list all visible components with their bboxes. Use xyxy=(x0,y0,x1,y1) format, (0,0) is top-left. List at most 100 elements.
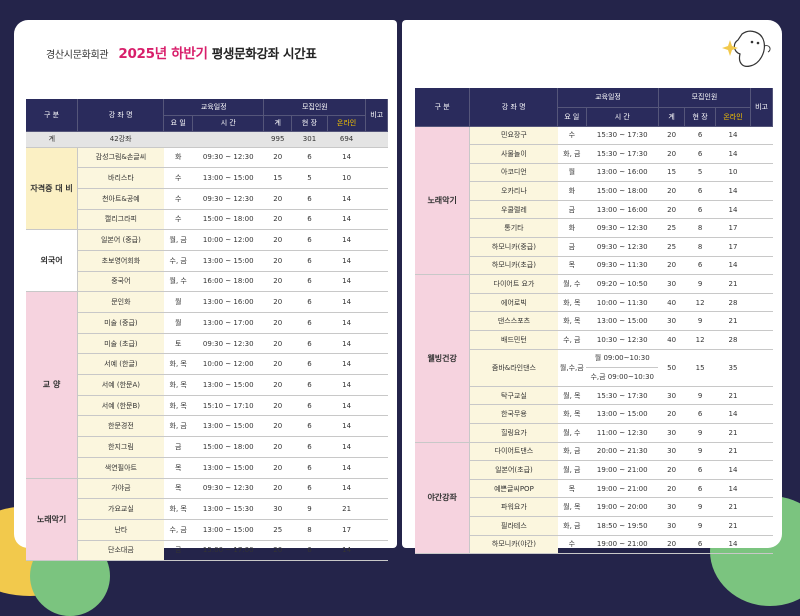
col-note: 비고 xyxy=(365,99,388,132)
capacity-total: 20 xyxy=(658,404,685,424)
note-cell xyxy=(365,498,388,520)
course-time: 13:00 ~ 15:00 xyxy=(192,167,264,189)
capacity-online: 10 xyxy=(715,163,751,183)
note-cell xyxy=(750,200,773,220)
course-name: 바리스타 xyxy=(77,167,164,189)
note-cell xyxy=(750,163,773,183)
course-day: 월 xyxy=(163,291,193,313)
totals-courses: 42강좌 xyxy=(77,131,164,148)
course-time: 13:00 ~ 15:00 xyxy=(586,311,659,332)
capacity-onsite: 9 xyxy=(684,311,716,332)
course-name: 아코디언 xyxy=(469,163,558,183)
course-day: 화, 금 xyxy=(557,442,587,462)
capacity-onsite: 6 xyxy=(291,478,328,500)
capacity-online: 14 xyxy=(715,404,751,424)
course-time: 15:30 ~ 17:30 xyxy=(586,126,659,146)
course-time: 13:00 ~ 15:00 xyxy=(192,250,264,272)
table-row: 한문경전 화, 금 13:00 ~ 15:00 20 6 14 xyxy=(26,415,388,438)
course-name: 다이어트 요가 xyxy=(469,274,558,294)
note-cell xyxy=(365,333,388,355)
course-name: 미술 (중급) xyxy=(77,312,164,334)
capacity-total: 20 xyxy=(658,535,685,555)
capacity-online: 17 xyxy=(715,237,751,257)
capacity-onsite: 8 xyxy=(291,519,328,541)
capacity-online: 21 xyxy=(715,311,751,332)
note-cell xyxy=(750,256,773,276)
course-time: 15:10 ~ 17:10 xyxy=(192,395,264,417)
course-name: 한국무용 xyxy=(469,404,558,424)
course-time: 09:20 ~ 10:50 xyxy=(586,274,659,294)
totals-online: 694 xyxy=(327,131,366,148)
note-cell xyxy=(365,188,388,210)
table-row: 하모니카(중급) 금 09:30 ~ 12:30 25 8 17 xyxy=(415,237,773,257)
table-row: 필라테스 화, 금 18:50 ~ 19:50 30 9 21 xyxy=(415,516,773,536)
course-time: 13:00 ~ 15:00 xyxy=(192,457,264,479)
note-cell xyxy=(365,209,388,231)
capacity-total: 20 xyxy=(658,200,685,220)
col-capacity: 모집인원 xyxy=(263,99,367,116)
category-cell: 야간강좌 xyxy=(415,442,471,555)
capacity-total: 20 xyxy=(658,144,685,164)
table-row: 자격증 대 비 감성그림&손글씨 화 09:30 ~ 12:30 20 6 14 xyxy=(26,147,388,231)
capacity-online: 14 xyxy=(327,229,366,251)
course-day: 수 xyxy=(163,167,193,189)
course-day: 목 xyxy=(557,256,587,276)
note-cell xyxy=(750,126,773,146)
course-name: 일본어 (중급) xyxy=(77,229,164,251)
course-name: 미술 (초급) xyxy=(77,333,164,355)
capacity-online: 14 xyxy=(327,291,366,313)
course-time: 09:30 ~ 12:30 xyxy=(192,478,264,500)
capacity-total: 20 xyxy=(658,479,685,499)
capacity-total: 20 xyxy=(263,333,292,355)
table-row: 하모니카(야간) 수 19:00 ~ 21:00 20 6 14 xyxy=(415,535,773,555)
capacity-total: 20 xyxy=(263,291,292,313)
course-day: 월,수,금 xyxy=(557,349,587,387)
course-day: 월, 금 xyxy=(557,460,587,480)
course-time: 13:00 ~ 15:00 xyxy=(192,519,264,541)
note-cell xyxy=(365,250,388,272)
table-row: 사물놀이 화, 금 15:30 ~ 17:30 20 6 14 xyxy=(415,144,773,164)
capacity-onsite: 9 xyxy=(684,516,716,536)
capacity-total: 25 xyxy=(658,218,685,239)
table-row: 한지그림 금 15:00 ~ 18:00 20 6 14 xyxy=(26,436,388,458)
col-day-r: 요 일 xyxy=(557,107,587,127)
capacity-total: 30 xyxy=(658,423,685,443)
capacity-total: 30 xyxy=(658,497,685,517)
note-cell xyxy=(750,423,773,443)
course-day: 화 xyxy=(557,218,587,239)
capacity-online: 14 xyxy=(327,353,366,376)
col-total: 계 xyxy=(263,115,293,132)
capacity-total: 20 xyxy=(263,540,292,562)
capacity-onsite: 5 xyxy=(291,167,328,189)
course-time: 19:00 ~ 21:00 xyxy=(586,460,659,480)
col-schedule-r: 교육일정 xyxy=(557,88,659,108)
col-category: 구 분 xyxy=(26,99,79,132)
course-time: 10:00 ~ 12:00 xyxy=(192,229,264,251)
capacity-online: 14 xyxy=(715,479,751,499)
course-name: 가요교실 xyxy=(77,498,164,520)
course-time: 10:00 ~ 12:00 xyxy=(192,353,264,376)
course-name: 서예 (한문A) xyxy=(77,374,164,396)
table-row: 에어로빅 화, 목 10:00 ~ 11:30 40 12 28 xyxy=(415,293,773,313)
course-name: 사물놀이 xyxy=(469,144,558,164)
course-name: 댄스스포츠 xyxy=(469,311,558,332)
capacity-total: 30 xyxy=(658,516,685,536)
course-day: 화 xyxy=(163,147,193,169)
capacity-total: 20 xyxy=(263,209,292,231)
course-time: 11:00 ~ 12:30 xyxy=(586,423,659,443)
capacity-onsite: 6 xyxy=(291,374,328,396)
capacity-online: 28 xyxy=(715,293,751,313)
capacity-online: 17 xyxy=(327,519,366,541)
capacity-online: 14 xyxy=(327,312,366,334)
table-row: 미술 (초급) 토 09:30 ~ 12:30 20 6 14 xyxy=(26,333,388,355)
note-cell xyxy=(750,349,773,387)
course-time: 18:50 ~ 19:50 xyxy=(586,516,659,536)
note-cell xyxy=(750,274,773,294)
course-name: 하모니카(야간) xyxy=(469,535,558,555)
course-name: 서예 (한글) xyxy=(77,353,164,376)
category-cell: 노래악기 xyxy=(415,126,471,276)
table-row: 줌바&라인댄스 월,수,금 월 09:00~10:30 50 15 35 xyxy=(415,349,773,387)
note-cell xyxy=(750,460,773,480)
course-name: 서예 (한문B) xyxy=(77,395,164,417)
course-name: 줌바&라인댄스 xyxy=(469,349,558,387)
